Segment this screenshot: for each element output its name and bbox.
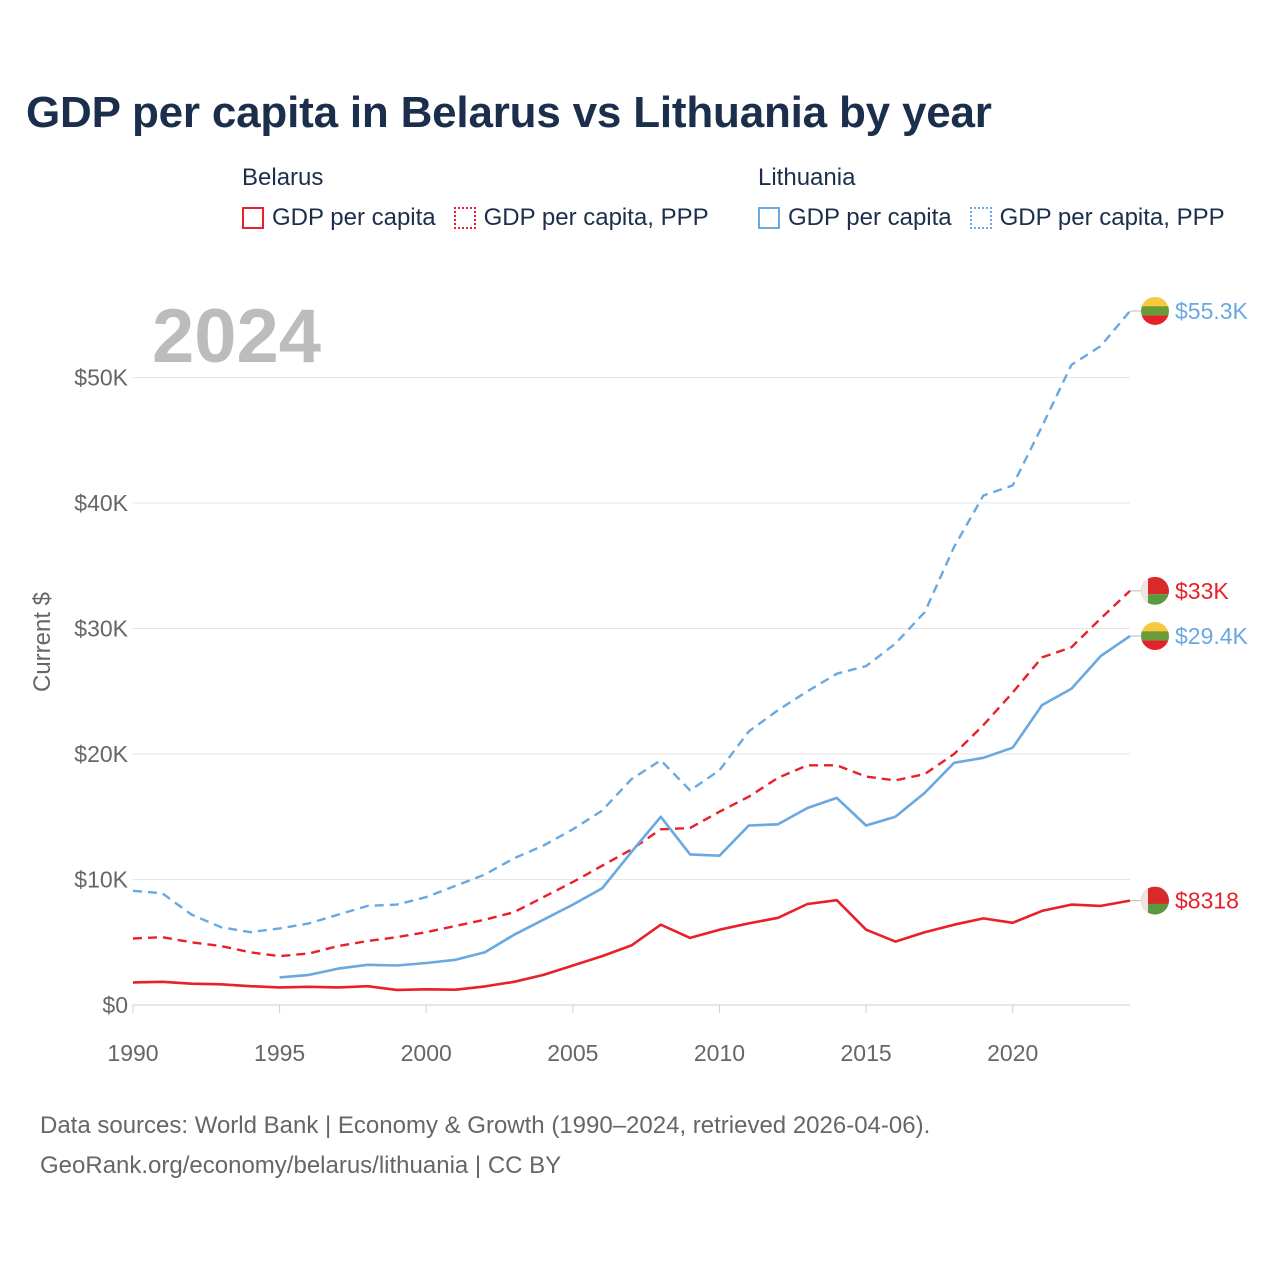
x-tick-label: 2005 — [547, 1040, 598, 1066]
belarus-flag-icon — [1141, 576, 1169, 605]
flag-stripe-yellow — [1141, 622, 1169, 632]
y-tick-label: $20K — [74, 741, 128, 767]
legend-label: GDP per capita, PPP — [999, 204, 1225, 231]
legend-label: GDP per capita — [788, 204, 952, 231]
end-value-label: $29.4K — [1175, 623, 1249, 649]
y-tick-label: $50K — [74, 365, 128, 391]
end-value-label: $55.3K — [1175, 298, 1249, 324]
legend-item-belarus-gdp-ppp[interactable]: GDP per capita, PPP — [453, 204, 709, 232]
x-tick-label: 2010 — [694, 1040, 745, 1066]
chart-title: GDP per capita in Belarus vs Lithuania b… — [26, 88, 992, 137]
end-marker: $33K — [1130, 576, 1229, 605]
end-markers: $55.3K $33K $29.4K $8318 — [1130, 296, 1249, 915]
end-marker: $55.3K — [1130, 296, 1249, 325]
solid-swatch-icon — [758, 207, 780, 229]
series-line-belarus-gdp-per-capita-ppp — [132, 589, 1131, 958]
x-tick-label: 2000 — [401, 1040, 452, 1066]
lithuania-flag-icon — [1141, 622, 1169, 651]
y-tick-label: $30K — [74, 616, 128, 642]
belarus-flag-icon — [1141, 886, 1169, 915]
legend-group-title: Lithuania — [758, 164, 856, 191]
x-tick-label: 2015 — [841, 1040, 892, 1066]
lithuania-flag-icon — [1141, 296, 1169, 325]
flag-ornament — [1141, 576, 1148, 605]
legend-group-lithuania: Lithuania GDP per capita GDP per capita,… — [758, 162, 1243, 232]
legend-label: GDP per capita — [272, 204, 436, 231]
end-marker: $29.4K — [1130, 622, 1249, 651]
legend-item-belarus-gdp[interactable]: GDP per capita — [242, 204, 436, 232]
flag-ornament — [1141, 886, 1148, 915]
axes: $0 $10K $20K $30K $40K $50K 1990 1995 2000 2005 20… — [74, 365, 1038, 1067]
legend-label: GDP per capita, PPP — [483, 204, 709, 231]
y-axis-title: Current $ — [29, 592, 56, 692]
flag-field-green — [1141, 594, 1169, 605]
end-marker: $8318 — [1130, 886, 1239, 915]
flag-stripe-green — [1141, 631, 1169, 642]
legend-item-lithuania-gdp[interactable]: GDP per capita — [758, 204, 952, 232]
sources-line: Data sources: World Bank | Economy & Gro… — [40, 1112, 931, 1139]
y-tick-label: $0 — [102, 992, 128, 1018]
x-tick-label: 1990 — [107, 1040, 158, 1066]
legend-group-belarus: Belarus GDP per capita GDP per capita, P… — [242, 162, 727, 232]
series — [132, 310, 1131, 992]
x-tick-label: 1995 — [254, 1040, 305, 1066]
series-line-lithuania-gdp-per-capita-ppp — [132, 310, 1131, 934]
flag-stripe-red — [1141, 315, 1169, 325]
data-sources: Data sources: World Bank | Economy & Gro… — [40, 1106, 930, 1186]
grid — [133, 377, 1130, 1006]
series-line-lithuania-gdp-per-capita — [279, 634, 1131, 979]
solid-swatch-icon — [242, 207, 264, 229]
y-tick-label: $40K — [74, 490, 128, 516]
dotted-swatch-icon — [969, 207, 992, 229]
dotted-swatch-icon — [453, 207, 476, 229]
legend-group-title: Belarus — [242, 164, 324, 191]
flag-field-green — [1141, 903, 1169, 915]
end-value-label: $8318 — [1175, 888, 1239, 914]
flag-stripe-green — [1141, 306, 1169, 317]
flag-stripe-yellow — [1141, 296, 1169, 307]
x-tick-label: 2020 — [987, 1040, 1038, 1066]
legend-item-lithuania-gdp-ppp[interactable]: GDP per capita, PPP — [969, 204, 1225, 232]
flag-stripe-red — [1141, 640, 1169, 651]
year-watermark: 2024 — [152, 294, 321, 379]
sources-link[interactable]: GeoRank.org/economy/belarus/lithuania | … — [40, 1152, 562, 1179]
y-tick-label: $10K — [74, 867, 128, 893]
series-line-belarus-gdp-per-capita — [132, 898, 1131, 992]
end-value-label: $33K — [1175, 578, 1229, 604]
